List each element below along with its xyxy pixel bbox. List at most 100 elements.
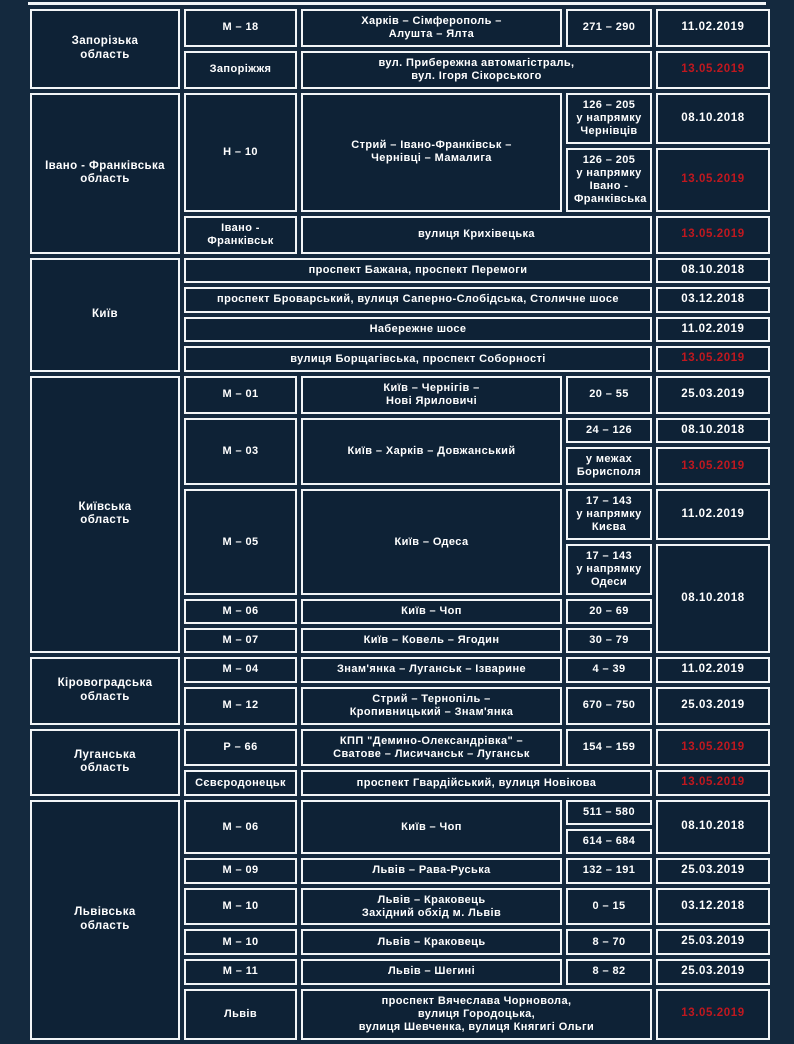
table-row: у межах Борисполя 13.05.2019 bbox=[30, 447, 770, 486]
code-cell: М – 05 bbox=[184, 489, 297, 596]
date-cell: 11.02.2019 bbox=[656, 489, 770, 541]
table-top-edge bbox=[28, 2, 766, 5]
street-cell: проспект Гвардійський, вулиця Новікова bbox=[301, 770, 652, 797]
table-row: Львівська область М – 06 Київ – Чоп 511 – 58… bbox=[30, 800, 770, 1040]
street-cell: проспект Бажана, проспект Перемоги bbox=[184, 257, 652, 284]
route-cell: Київ – Чоп bbox=[301, 599, 562, 625]
table-row: М – 10 Львів – Краковець Західний обхід м.… bbox=[30, 887, 770, 926]
street-cell: вул. Прибережна автомагістраль, вул. Ігор… bbox=[301, 50, 652, 89]
date-cell: 11.02.2019 bbox=[656, 316, 770, 343]
date-cell: 13.05.2019 bbox=[656, 215, 770, 254]
route-cell: Львів – Рава-Руська bbox=[301, 857, 562, 884]
table-row: М – 10 Львів – Краковець 8 – 70 25.03.2019 bbox=[30, 929, 770, 956]
table-row: 17 – 143 у напрямку Одеси 08.10.2018 bbox=[30, 544, 770, 654]
date-cell: 13.05.2019 bbox=[656, 988, 770, 1040]
region-cell: Луганська область bbox=[30, 728, 180, 797]
table-row: М – 07 Київ – Ковель – Ягодин 30 – 79 bbox=[30, 628, 770, 654]
code-cell: М – 06 bbox=[184, 800, 297, 854]
table-body: Запорізька область М – 18 Харків – Сімфероп… bbox=[30, 9, 770, 1040]
region-cell: Івано - Франківська область bbox=[30, 92, 180, 254]
code-cell: Н – 10 bbox=[184, 92, 297, 212]
date-cell: 13.05.2019 bbox=[656, 728, 770, 767]
table-row: 126 – 205 у напрямку Івано - Франківська 13.… bbox=[30, 147, 770, 212]
route-cell: Львів – Краковець Західний обхід м. Львів bbox=[301, 887, 562, 926]
table-row: Київ проспект Бажана, проспект Перемоги 08… bbox=[30, 257, 770, 372]
km-cell: 670 – 750 bbox=[566, 686, 652, 725]
table-row: Набережне шосе 11.02.2019 bbox=[30, 316, 770, 343]
km-cell: 271 – 290 bbox=[566, 9, 652, 47]
route-cell: Львів – Краковець bbox=[301, 929, 562, 956]
region-cell: Київ bbox=[30, 257, 180, 372]
route-cell: Стрий – Тернопіль – Кропивницький – Знам'… bbox=[301, 686, 562, 725]
code-cell: М – 18 bbox=[184, 9, 297, 47]
table-row: Київська область М – 01 Київ – Чернігів – Но… bbox=[30, 375, 770, 654]
table-row: Запоріжжя вул. Прибережна автомагістраль,… bbox=[30, 50, 770, 89]
street-cell: вулиця Борщагівська, проспект Соборності bbox=[184, 346, 652, 372]
km-cell: 20 – 69 bbox=[566, 599, 652, 625]
region-cell: Кіровоградська область bbox=[30, 657, 180, 725]
date-cell: 25.03.2019 bbox=[656, 857, 770, 884]
km-cell: 511 – 580 bbox=[566, 800, 652, 825]
code-cell: М – 09 bbox=[184, 857, 297, 884]
table-row: Луганська область Р – 66 КПП "Демино-Олекса… bbox=[30, 728, 770, 797]
km-cell: 20 – 55 bbox=[566, 375, 652, 414]
route-cell: Київ – Чоп bbox=[301, 800, 562, 854]
street-cell: проспект Броварський, вулиця Саперно-Сло… bbox=[184, 287, 652, 313]
code-cell: М – 10 bbox=[184, 929, 297, 956]
table-row: 614 – 684 bbox=[30, 829, 770, 854]
date-cell: 13.05.2019 bbox=[656, 346, 770, 372]
route-cell: Київ – Одеса bbox=[301, 489, 562, 596]
region-cell: Запорізька область bbox=[30, 9, 180, 89]
route-cell: Київ – Харків – Довжанський bbox=[301, 417, 562, 486]
table-row: Івано - Франківськ вулиця Крихівецька 13.05… bbox=[30, 215, 770, 254]
date-cell: 13.05.2019 bbox=[656, 770, 770, 797]
city-cell: Львів bbox=[184, 988, 297, 1040]
street-cell: вулиця Крихівецька bbox=[301, 215, 652, 254]
date-cell: 08.10.2018 bbox=[656, 92, 770, 144]
route-cell: Київ – Чернігів – Нові Яриловичі bbox=[301, 375, 562, 414]
km-cell: 132 – 191 bbox=[566, 857, 652, 884]
table-row: вулиця Борщагівська, проспект Соборності… bbox=[30, 346, 770, 372]
km-cell: 8 – 70 bbox=[566, 929, 652, 956]
code-cell: М – 01 bbox=[184, 375, 297, 414]
km-cell: 126 – 205 у напрямку Івано - Франківська bbox=[566, 147, 652, 212]
table-row: Запорізька область М – 18 Харків – Сімфероп… bbox=[30, 9, 770, 89]
region-cell: Київська область bbox=[30, 375, 180, 654]
table-row: Сєвєродонецьк проспект Гвардійський, вули… bbox=[30, 770, 770, 797]
code-cell: Р – 66 bbox=[184, 728, 297, 767]
table-row: проспект Броварський, вулиця Саперно-Сло… bbox=[30, 287, 770, 313]
code-cell: М – 03 bbox=[184, 417, 297, 486]
table-row: Івано - Франківська область Н – 10 Стрий – … bbox=[30, 92, 770, 254]
code-cell: М – 11 bbox=[184, 959, 297, 985]
date-cell: 08.10.2018 bbox=[656, 257, 770, 284]
km-cell: 17 – 143 у напрямку Києва bbox=[566, 489, 652, 541]
route-cell: Знам'янка – Луганськ – Ізварине bbox=[301, 657, 562, 683]
route-cell: Харків – Сімферополь – Алушта – Ялта bbox=[301, 9, 562, 47]
date-cell: 08.10.2018 bbox=[656, 800, 770, 854]
km-cell: 126 – 205 у напрямку Чернівців bbox=[566, 92, 652, 144]
road-sections-table: Запорізька область М – 18 Харків – Сімфероп… bbox=[26, 5, 774, 1044]
date-cell: 11.02.2019 bbox=[656, 657, 770, 683]
route-cell: Львів – Шегині bbox=[301, 959, 562, 985]
date-cell: 13.05.2019 bbox=[656, 147, 770, 212]
km-cell: 0 – 15 bbox=[566, 887, 652, 926]
table-row: М – 05 Київ – Одеса 17 – 143 у напрямку Києв… bbox=[30, 489, 770, 596]
code-cell: М – 07 bbox=[184, 628, 297, 654]
street-cell: Набережне шосе bbox=[184, 316, 652, 343]
code-cell: М – 04 bbox=[184, 657, 297, 683]
table-row: Кіровоградська область М – 04 Знам'янка – Л… bbox=[30, 657, 770, 725]
table-row: М – 06 Київ – Чоп 20 – 69 bbox=[30, 599, 770, 625]
km-cell: 24 – 126 bbox=[566, 417, 652, 444]
city-cell: Сєвєродонецьк bbox=[184, 770, 297, 797]
city-cell: Запоріжжя bbox=[184, 50, 297, 89]
code-cell: М – 12 bbox=[184, 686, 297, 725]
region-cell: Львівська область bbox=[30, 800, 180, 1040]
date-cell: 25.03.2019 bbox=[656, 959, 770, 985]
code-cell: М – 06 bbox=[184, 599, 297, 625]
route-cell: Стрий – Івано-Франківськ – Чернівці – Мам… bbox=[301, 92, 562, 212]
date-cell: 08.10.2018 bbox=[656, 417, 770, 444]
km-cell: 614 – 684 bbox=[566, 829, 652, 854]
date-cell: 13.05.2019 bbox=[656, 447, 770, 486]
street-cell: проспект Вячеслава Чорновола, вулиця Горо… bbox=[301, 988, 652, 1040]
